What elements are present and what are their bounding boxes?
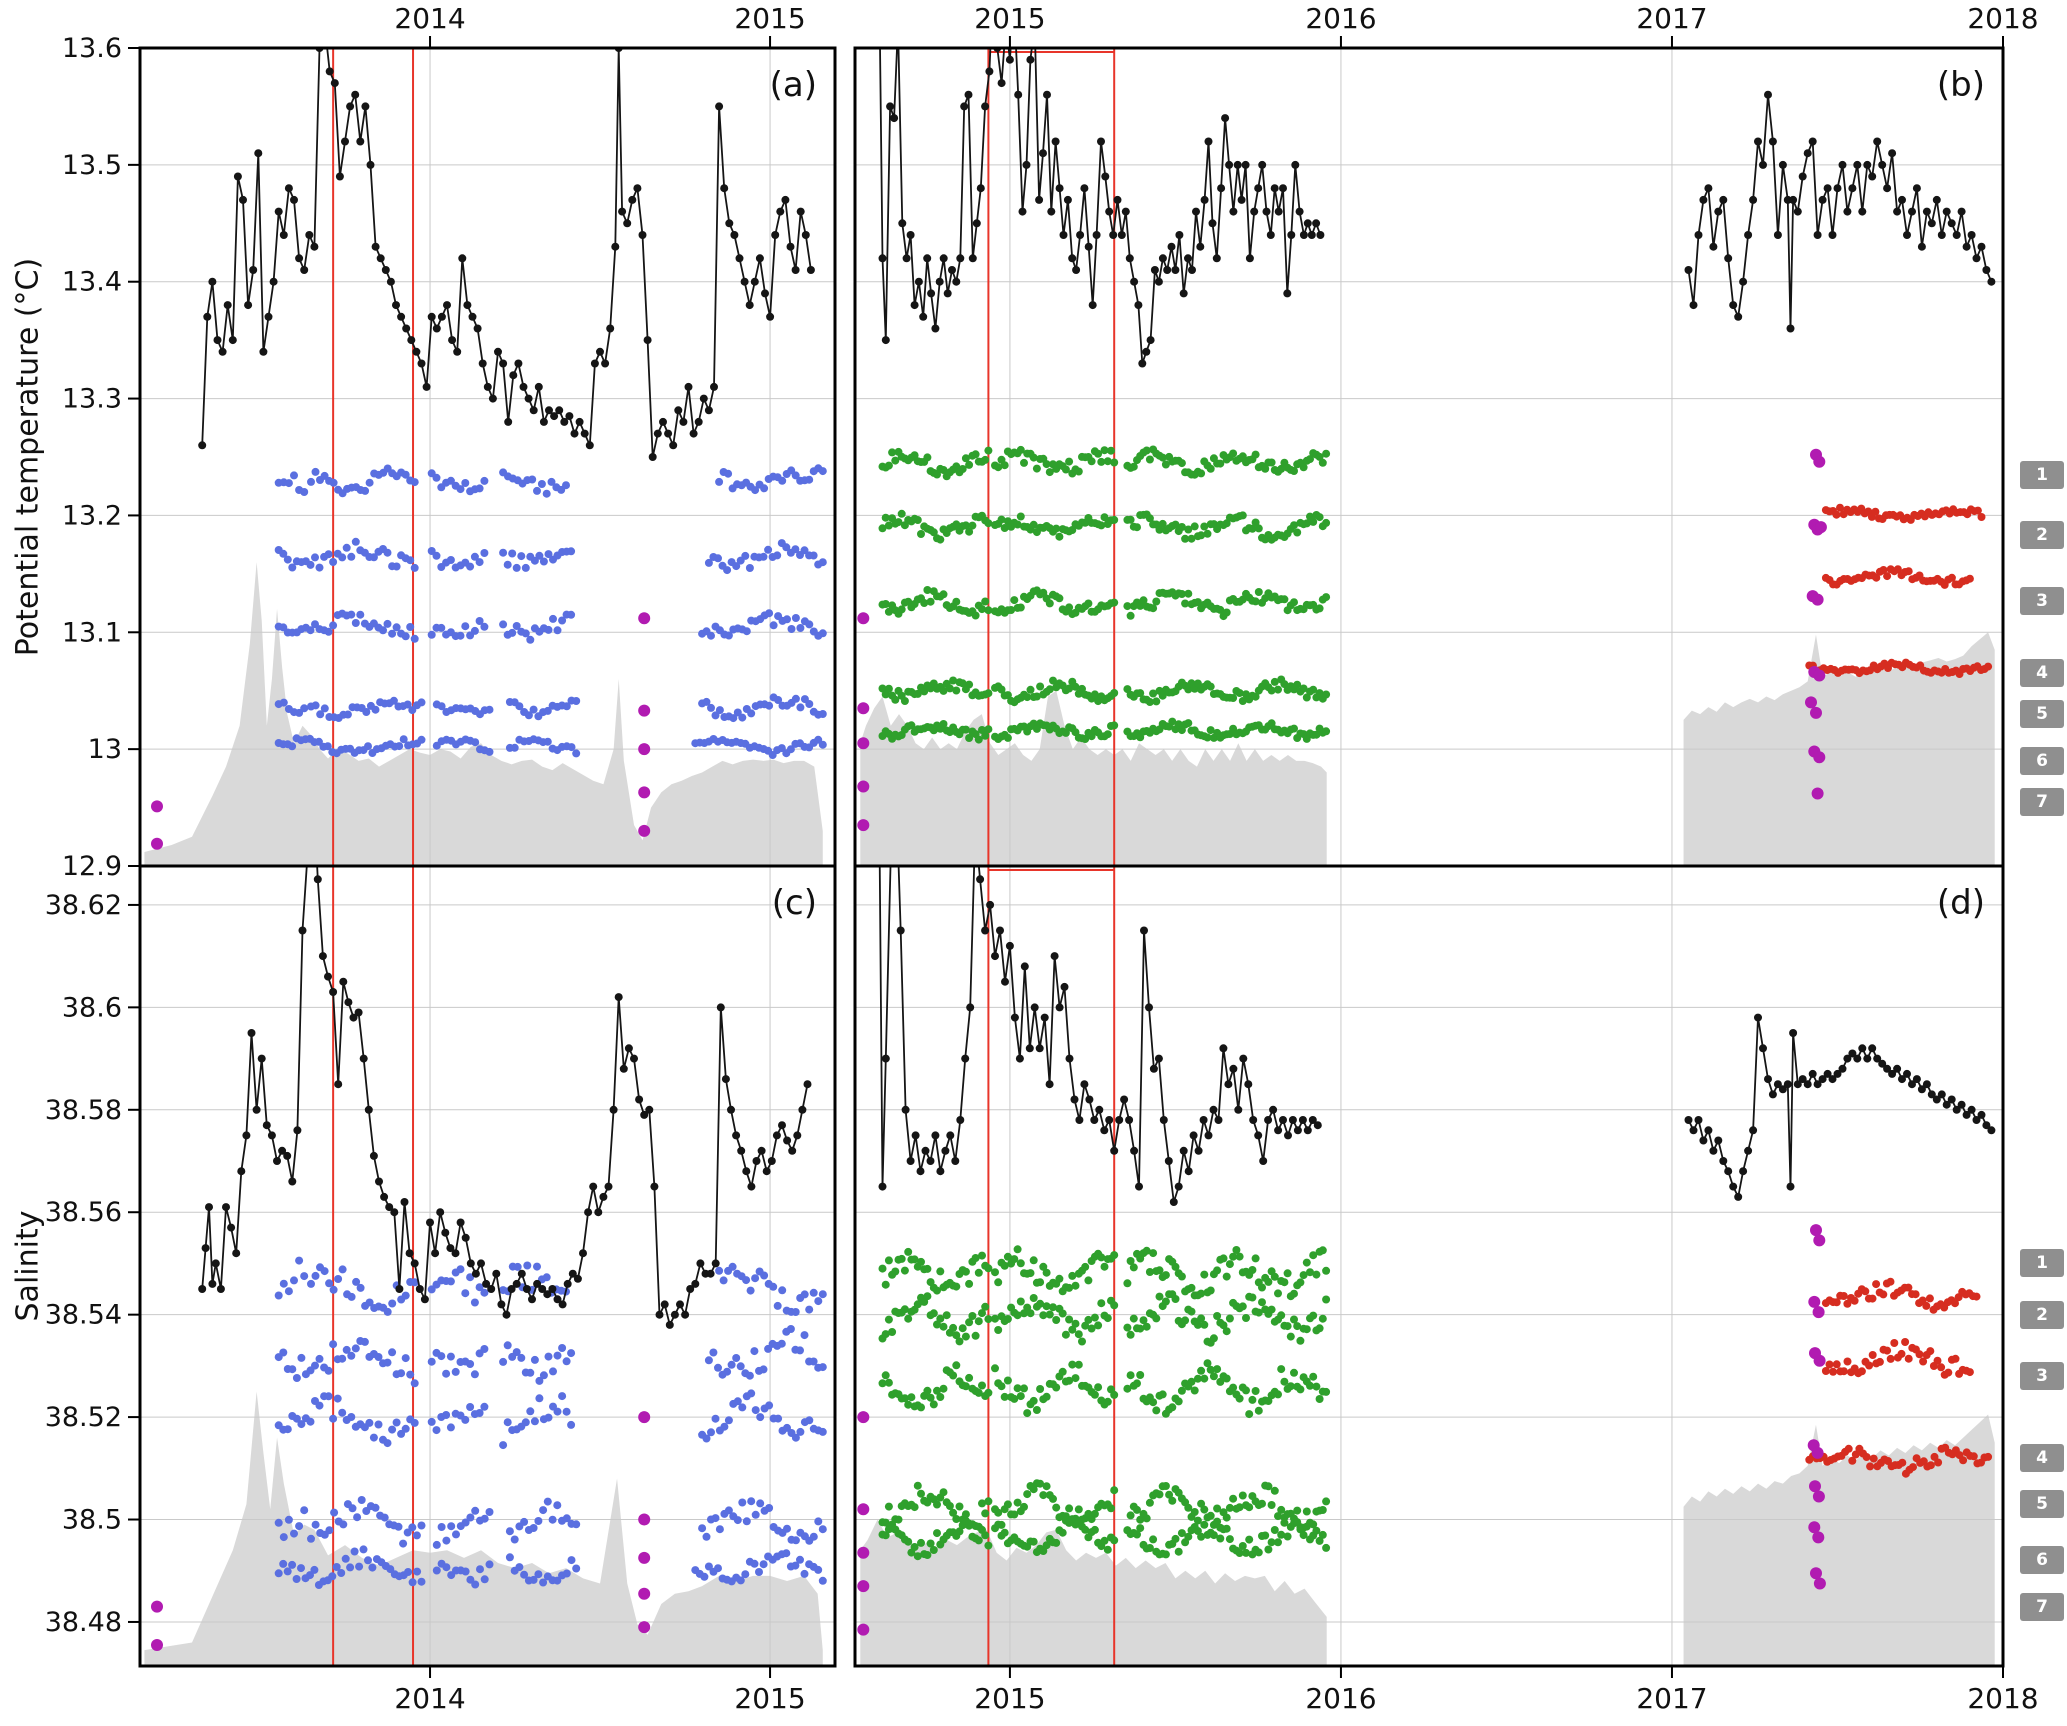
y-tick-label: 13.3 <box>62 384 122 415</box>
mooring2-sal-level-1 <box>878 1245 1331 1301</box>
mooring2-sal-level-4 <box>878 1479 1331 1535</box>
mooring2-sal-level-5 <box>878 1514 1331 1561</box>
x-tick-label: 2015 <box>734 1682 805 1715</box>
mixed-layer-area <box>860 690 1327 865</box>
y-tick-label: 38.56 <box>45 1197 122 1228</box>
panel-b <box>856 49 2002 865</box>
panel-d <box>856 867 2002 1665</box>
mooring3-sal-level-4 <box>1805 1443 1993 1478</box>
panel-frame-d <box>853 864 2005 1668</box>
mixed-layer-area <box>860 1519 1327 1665</box>
mixed-layer-area <box>144 1391 823 1665</box>
mooring-temp-level-5 <box>274 734 827 759</box>
mooring-sal-level-3 <box>274 1389 827 1450</box>
mooring3-temp-level-3 <box>1821 565 1974 589</box>
level-badge-6-salinity: 6 <box>2020 1546 2064 1575</box>
y-tick-label: 38.54 <box>45 1300 122 1331</box>
mooring-sal-level-4 <box>274 1496 827 1549</box>
level-badge-5-temperature: 5 <box>2020 700 2064 729</box>
x-tick-label: 2018 <box>1967 2 2038 35</box>
calibration-profile-dots <box>857 448 1827 832</box>
mooring-sal-level-5 <box>274 1545 827 1589</box>
level-badge-3-salinity: 3 <box>2020 1362 2064 1391</box>
x-tick-label: 2015 <box>974 2 1045 35</box>
x-tick-label: 2016 <box>1305 1682 1376 1715</box>
ship-salinity-line <box>878 867 1996 1206</box>
y-tick-label: 13.1 <box>62 617 122 648</box>
y-tick-label: 13.5 <box>62 150 122 181</box>
y-tick-label: 12.9 <box>62 851 122 882</box>
mooring-sal-level-1 <box>274 1256 827 1316</box>
mooring2-temp-level-4 <box>878 675 1331 707</box>
mooring-temp-level-2 <box>274 537 827 575</box>
level-badge-1-salinity: 1 <box>2020 1249 2064 1278</box>
panel-c <box>141 867 834 1665</box>
mooring2-temp-level-2 <box>878 509 1331 544</box>
y-tick-label: 13.6 <box>62 33 122 64</box>
level-badge-6-temperature: 6 <box>2020 746 2064 775</box>
y-tick-label: 13.2 <box>62 500 122 531</box>
panel-a <box>141 49 834 865</box>
level-badge-5-salinity: 5 <box>2020 1490 2064 1519</box>
y-tick-label: 13 <box>88 734 122 765</box>
x-tick-label: 2015 <box>974 1682 1045 1715</box>
panel-letter-d: (d) <box>1937 883 1985 923</box>
mooring-sal-level-2 <box>274 1325 827 1388</box>
mixed-layer-area <box>144 562 823 865</box>
level-badge-2-temperature: 2 <box>2020 521 2064 550</box>
panel-letter-c: (c) <box>772 883 817 923</box>
y-tick-label: 38.52 <box>45 1402 122 1433</box>
level-badge-4-temperature: 4 <box>2020 659 2064 688</box>
mooring2-temp-level-3 <box>878 586 1331 621</box>
x-tick-label: 2016 <box>1305 2 1376 35</box>
level-badge-2-salinity: 2 <box>2020 1300 2064 1329</box>
y-axis-title-salinity: Salinity <box>10 1210 46 1322</box>
mooring2-sal-level-3 <box>878 1359 1331 1419</box>
mooring2-temp-level-1 <box>878 445 1331 481</box>
mooring-temp-level-1 <box>274 464 827 498</box>
y-tick-label: 38.62 <box>45 890 122 921</box>
mooring2-sal-level-2 <box>878 1290 1331 1347</box>
mooring-temp-level-3 <box>274 609 827 644</box>
y-tick-label: 38.48 <box>45 1607 122 1638</box>
mixed-layer-area <box>1683 1414 1995 1665</box>
level-badge-1-temperature: 1 <box>2020 460 2064 489</box>
y-axis-title-temperature: Potential temperature (°C) <box>10 257 46 657</box>
panel-letter-a: (a) <box>770 65 817 105</box>
mooring2-temp-level-5 <box>878 717 1331 744</box>
level-badge-7-temperature: 7 <box>2020 787 2064 816</box>
x-tick-label: 2017 <box>1636 2 1707 35</box>
level-badge-3-temperature: 3 <box>2020 586 2064 615</box>
mooring3-sal-level-2 <box>1821 1277 1981 1314</box>
mooring-temp-level-4 <box>274 693 827 723</box>
ship-salinity-line <box>198 867 812 1329</box>
x-tick-label: 2014 <box>394 1682 465 1715</box>
y-tick-label: 13.4 <box>62 267 122 298</box>
mooring3-temp-level-2 <box>1821 503 1986 524</box>
ship-temperature-line <box>878 49 1996 368</box>
calibration-profile-dots <box>151 612 651 850</box>
calibration-profile-dots <box>151 1411 651 1651</box>
panel-frame-c <box>138 864 837 1668</box>
x-tick-label: 2018 <box>1967 1682 2038 1715</box>
y-tick-label: 38.58 <box>45 1095 122 1126</box>
level-badge-7-salinity: 7 <box>2020 1592 2064 1621</box>
x-tick-label: 2017 <box>1636 1682 1707 1715</box>
ship-temperature-line <box>198 49 815 461</box>
mooring3-sal-level-3 <box>1821 1338 1974 1379</box>
y-tick-label: 38.5 <box>62 1505 122 1536</box>
panel-letter-b: (b) <box>1937 65 1985 105</box>
calibration-profile-dots <box>857 1224 1826 1636</box>
x-tick-label: 2015 <box>734 2 805 35</box>
level-badge-4-salinity: 4 <box>2020 1444 2064 1473</box>
x-tick-label: 2014 <box>394 2 465 35</box>
y-tick-label: 38.6 <box>62 992 122 1023</box>
